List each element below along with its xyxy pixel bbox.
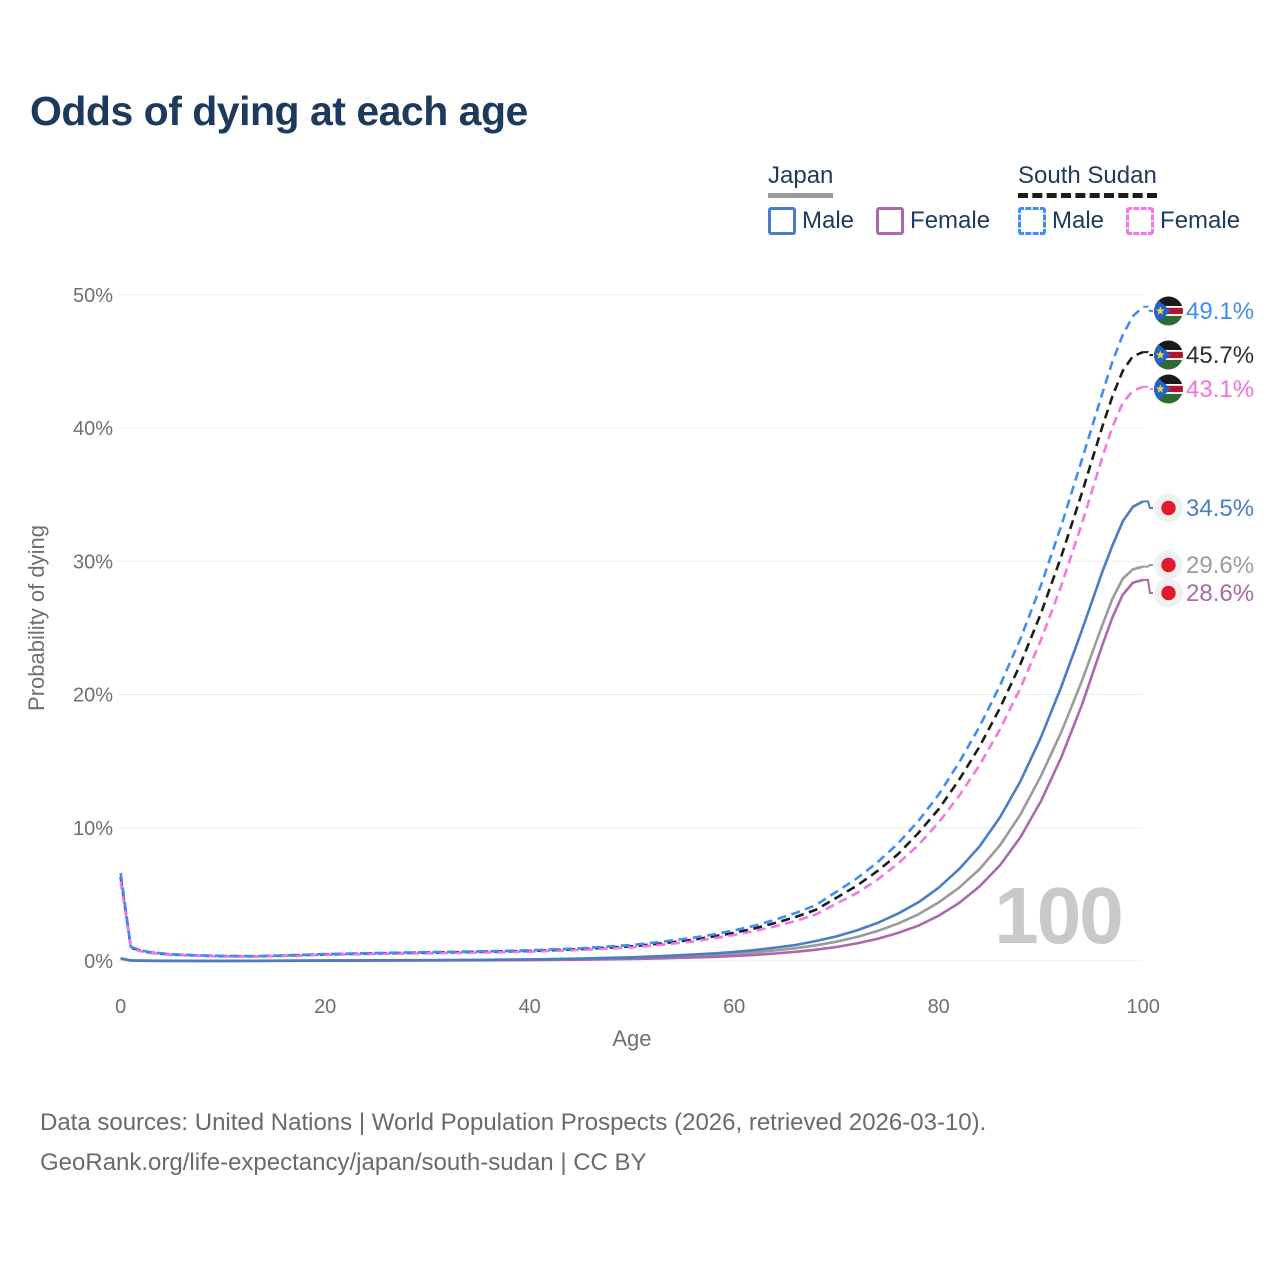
y-tick-label: 40% xyxy=(73,418,113,440)
x-tick-label: 100 xyxy=(1127,996,1160,1018)
legend-item-japan-male: Male xyxy=(768,206,855,235)
line-japan-male xyxy=(120,500,1144,963)
attribution-text: GeoRank.org/life-expectancy/japan/south-… xyxy=(40,1149,647,1176)
legend-item-south-sudan-male: Male xyxy=(1018,206,1105,235)
end-label-south-sudan-female: 43.1% xyxy=(1186,376,1254,403)
x-tick-label: 40 xyxy=(519,996,541,1018)
japan-male-swatch-icon xyxy=(768,206,796,235)
x-axis-title: Age xyxy=(612,1026,651,1051)
y-tick-label: 50% xyxy=(73,285,113,307)
south-sudan-flag-icon xyxy=(1154,340,1183,370)
japan-flag-icon xyxy=(1154,550,1183,580)
line-japan-female xyxy=(120,578,1144,963)
line-south-sudan-female xyxy=(119,385,1144,958)
legend-item-label: Male xyxy=(802,206,855,234)
legend-item-south-sudan-female: Female xyxy=(1126,206,1241,235)
x-tick-label: 60 xyxy=(723,996,745,1018)
south-sudan-female-swatch-icon xyxy=(1126,206,1155,235)
south-sudan-flag-icon xyxy=(1154,374,1183,404)
japan-flag-icon xyxy=(1154,578,1183,608)
line-south-sudan-male xyxy=(119,305,1145,958)
y-tick-label: 0% xyxy=(84,951,113,973)
x-tick-label: 0 xyxy=(115,996,126,1018)
leader-south-sudan-all xyxy=(1143,351,1153,356)
south-sudan-flag-icon xyxy=(1154,296,1183,326)
data-sources-text: Data sources: United Nations | World Pop… xyxy=(40,1109,987,1136)
leader-south-sudan-female xyxy=(1143,385,1153,390)
south-sudan-male-swatch-icon xyxy=(1018,206,1046,235)
end-label-japan-male: 34.5% xyxy=(1186,495,1254,522)
leader-japan-female xyxy=(1143,578,1153,594)
end-label-south-sudan-male: 49.1% xyxy=(1186,298,1254,325)
line-japan-all xyxy=(120,565,1144,963)
y-tick-label: 20% xyxy=(73,685,113,707)
leader-japan-all xyxy=(1143,564,1153,568)
end-label-japan-all: 29.6% xyxy=(1186,552,1254,579)
y-tick-label: 10% xyxy=(73,818,113,840)
legend-group-south-sudan: South Sudan Male Female xyxy=(1018,163,1262,235)
leader-japan-male xyxy=(1143,500,1153,509)
japan-female-swatch-icon xyxy=(876,206,905,235)
leader-south-sudan-male xyxy=(1143,305,1153,312)
legend-item-label: Male xyxy=(1052,206,1105,234)
y-axis-title: Probability of dying xyxy=(24,525,49,711)
legend-group-japan-title: Japan xyxy=(768,163,834,198)
end-label-south-sudan-all: 45.7% xyxy=(1186,342,1254,369)
line-south-sudan-all xyxy=(119,350,1144,958)
japan-flag-icon xyxy=(1154,493,1183,523)
x-tick-label: 20 xyxy=(314,996,336,1018)
y-tick-label: 30% xyxy=(73,551,113,573)
legend-item-japan-female: Female xyxy=(876,206,991,235)
legend-group-japan: Japan Male Female xyxy=(768,163,1012,235)
chart-title: Odds of dying at each age xyxy=(30,88,528,134)
legend-group-south-sudan-title: South Sudan xyxy=(1018,163,1157,198)
age-counter-watermark: 100 xyxy=(994,871,1121,960)
x-tick-label: 80 xyxy=(928,996,950,1018)
end-label-japan-female: 28.6% xyxy=(1186,580,1254,607)
legend-item-label: Female xyxy=(1160,206,1241,234)
legend-item-label: Female xyxy=(910,206,991,234)
